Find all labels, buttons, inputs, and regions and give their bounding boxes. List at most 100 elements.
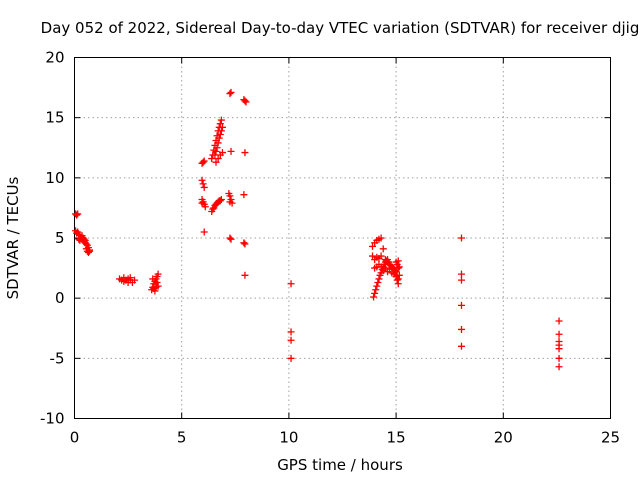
data-point [241,97,249,105]
data-point [394,257,402,265]
y-tick-label: 0 [55,289,65,307]
x-tick-label: 0 [70,429,80,447]
data-point [200,157,208,165]
data-series [72,88,563,371]
data-point [209,205,217,213]
data-point [287,328,295,336]
x-tick-label: 10 [279,429,298,447]
data-point [555,345,563,353]
data-point [124,279,132,287]
data-point [227,147,235,155]
data-point [555,317,563,325]
data-point [73,211,81,219]
data-point [227,88,235,96]
data-point [214,139,222,147]
data-point [240,191,248,199]
data-point [395,271,403,279]
data-point [212,147,220,155]
data-point [226,192,234,200]
data-point [373,282,381,290]
x-tick-label: 5 [177,429,187,447]
data-point [457,270,465,278]
data-point [120,274,128,282]
data-point [154,282,162,290]
data-point [242,98,250,106]
chart-title: Day 052 of 2022, Sidereal Day-to-day VTE… [41,19,640,37]
data-point [74,210,82,218]
data-point [199,180,207,188]
data-point [457,234,465,242]
data-point [218,149,226,157]
data-point [392,268,400,276]
data-point [287,336,295,344]
data-point [241,240,249,248]
data-point [287,354,295,362]
data-point [200,183,208,191]
data-point [240,239,248,247]
data-point [217,116,225,124]
data-point [216,197,224,205]
data-point [555,354,563,362]
data-point [369,242,377,250]
y-tick-label: 5 [55,229,65,247]
data-point [212,158,220,166]
data-point [198,176,206,184]
data-point [153,279,161,287]
data-point [374,279,382,287]
data-point [213,144,221,152]
data-point [379,245,387,253]
data-point [241,149,249,157]
data-point [555,330,563,338]
data-point [126,274,134,282]
data-point [394,264,402,272]
data-point [216,120,224,128]
data-point [395,263,403,271]
data-point [241,271,249,279]
data-point [457,301,465,309]
data-point [200,228,208,236]
data-point [226,90,234,98]
data-point [215,134,223,142]
axis-ticks: 0 5 10 15 20 25 -10 -5 0 5 10 15 20 [40,49,620,447]
data-point [80,235,88,243]
y-tick-label: -5 [50,349,65,367]
data-point [377,234,385,242]
data-point [149,275,157,283]
data-point [198,199,206,207]
data-point [201,203,209,211]
y-tick-label: -10 [40,410,65,428]
data-point [457,276,465,284]
data-point [81,236,89,244]
x-tick-label: 20 [494,429,513,447]
x-tick-label: 15 [387,429,406,447]
data-point [131,276,139,284]
data-point [555,363,563,371]
x-axis-label: GPS time / hours [277,456,403,474]
data-point [394,275,402,283]
data-point [199,158,207,166]
data-point [377,252,385,260]
y-tick-label: 15 [45,109,64,127]
data-point [227,235,235,243]
y-tick-label: 20 [45,49,64,67]
data-point [371,289,379,297]
data-point [214,155,222,163]
data-point [84,248,92,256]
data-point [372,286,380,294]
data-point [377,269,385,277]
data-point [216,131,224,139]
data-point [217,195,225,203]
data-point [217,127,225,135]
x-tick-label: 25 [601,429,620,447]
data-point [370,293,378,301]
data-point [457,342,465,350]
data-point [457,325,465,333]
data-point [86,247,94,255]
data-point [226,198,234,206]
data-point [151,287,159,295]
y-tick-label: 10 [45,169,64,187]
data-point [154,270,162,278]
data-point [287,280,295,288]
data-point [226,234,234,242]
